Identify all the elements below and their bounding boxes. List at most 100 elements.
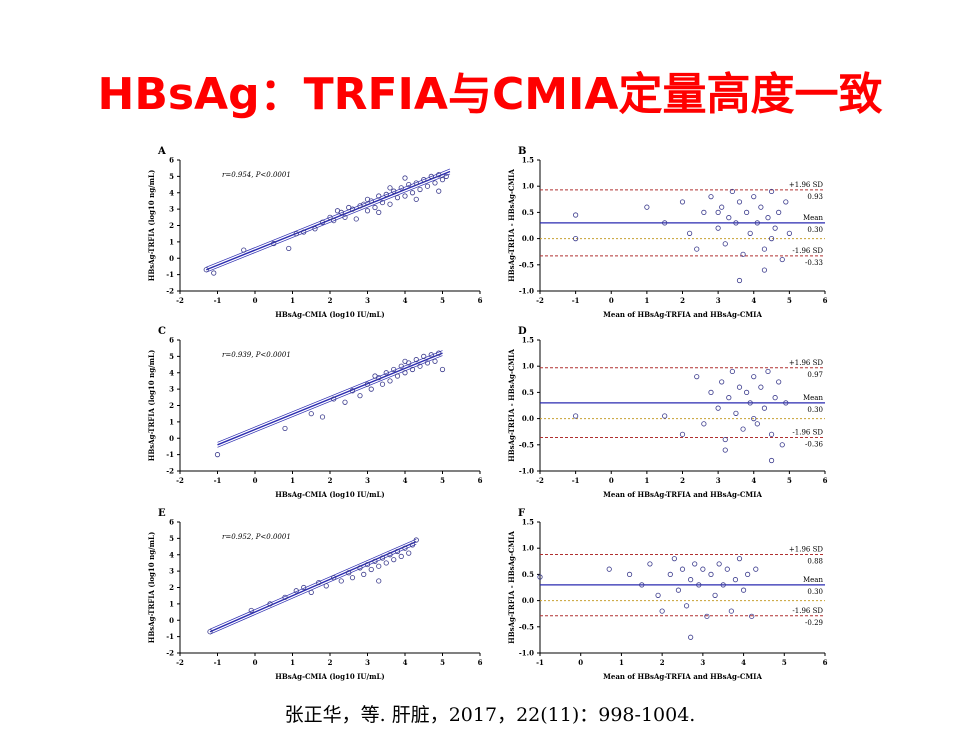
data-point [715, 405, 721, 411]
y-tick-label: -1.0 [519, 467, 534, 476]
data-point [736, 277, 743, 284]
data-point [436, 188, 442, 194]
data-point [387, 378, 393, 384]
y-tick-label: 4 [169, 550, 174, 559]
confidence-band-lower [217, 355, 443, 448]
x-tick-label: -2 [536, 476, 544, 485]
y-tick-label: 4 [169, 368, 174, 377]
lower-limit-label: -1.96 SD [792, 607, 823, 615]
upper-limit-label: +1.96 SD [789, 545, 823, 553]
data-point [364, 561, 371, 568]
x-tick-label: 5 [440, 476, 445, 485]
x-tick-label: -1 [536, 658, 544, 667]
data-point [744, 209, 750, 216]
data-point [406, 550, 412, 556]
data-point [394, 195, 401, 201]
data-point [662, 413, 668, 419]
upper-limit-value: 0.88 [807, 557, 823, 565]
y-tick-label: 5 [169, 352, 174, 361]
data-point [214, 452, 221, 458]
x-axis-label: HBsAg-CMIA (log10 IU/mL) [275, 672, 384, 681]
data-point [733, 220, 739, 226]
y-tick-label: 4 [169, 188, 174, 197]
panel-letter: E [158, 508, 166, 519]
data-point [398, 185, 404, 191]
x-tick-label: -1 [214, 296, 222, 305]
data-point [293, 231, 299, 237]
panel-letter: B [518, 146, 526, 157]
data-point [765, 215, 771, 221]
data-point [379, 555, 386, 561]
x-tick-label: 5 [782, 658, 787, 667]
data-point [346, 204, 352, 211]
x-tick-label: 2 [680, 476, 685, 485]
x-tick-label: 4 [751, 476, 756, 485]
data-point [417, 363, 423, 369]
data-point [331, 396, 337, 402]
mean-value: 0.30 [807, 226, 823, 234]
data-point [726, 215, 732, 221]
data-point [241, 247, 247, 253]
panel-letter: F [518, 508, 525, 519]
data-point [379, 381, 386, 387]
data-point [207, 629, 213, 635]
data-point [776, 379, 782, 385]
data-point [368, 386, 374, 392]
data-point [772, 225, 778, 231]
x-tick-label: 6 [478, 658, 483, 667]
y-tick-label: -2 [166, 287, 174, 296]
x-tick-label: -2 [536, 296, 544, 305]
data-point [647, 561, 653, 567]
data-point [704, 613, 710, 619]
y-tick-label: 0.0 [522, 414, 534, 423]
data-point [383, 191, 389, 197]
data-point [754, 220, 760, 226]
regression-line [217, 352, 443, 446]
data-point [606, 566, 612, 572]
x-tick-label: 3 [716, 296, 721, 305]
data-point [768, 457, 775, 464]
data-point [786, 230, 792, 236]
data-point [644, 204, 650, 210]
data-point [413, 180, 419, 186]
data-point [694, 374, 700, 380]
data-point [409, 366, 416, 373]
data-point [719, 379, 725, 385]
data-point [402, 370, 408, 376]
data-point [740, 251, 746, 257]
data-point [376, 578, 382, 584]
data-point [301, 584, 307, 591]
data-point [394, 548, 401, 555]
x-axis-label: HBsAg-CMIA (log10 IU/mL) [275, 310, 384, 319]
data-point [749, 613, 755, 619]
y-tick-label: 0 [169, 254, 174, 263]
data-point [424, 360, 431, 366]
data-point [394, 373, 401, 379]
confidence-band-upper [217, 350, 443, 443]
panel-d: D -2 -1 0 1 2 3 4 5 6 1.5 1.0 0.5 0.0 -0.5 -1.0 Mean of … [507, 326, 828, 499]
x-tick-label: 6 [478, 476, 483, 485]
data-point [301, 229, 307, 235]
data-point [696, 582, 702, 588]
data-point [761, 246, 768, 252]
data-point [271, 240, 277, 247]
y-tick-label: 2 [169, 583, 174, 592]
data-point [779, 442, 785, 448]
data-point [700, 566, 706, 572]
x-tick-label: 1 [290, 658, 295, 667]
data-point [286, 245, 292, 252]
panel-e: E -2 -1 0 1 2 3 4 5 6 6 5 4 3 2 1 0 -1 -2 HBsAg-CMIA (log10… [147, 508, 483, 681]
x-axis-label: Mean of HBsAg-TRFIA and HBsAg-CMIA [603, 310, 762, 319]
data-point [719, 204, 725, 210]
data-point [357, 393, 363, 399]
data-point [439, 177, 446, 183]
x-tick-label: 6 [823, 296, 828, 305]
data-point [402, 175, 408, 181]
confidence-band-lower [206, 173, 451, 273]
data-point [387, 201, 393, 207]
data-point [331, 217, 337, 224]
data-point [368, 566, 374, 573]
x-tick-label: 5 [787, 476, 792, 485]
data-point [662, 220, 668, 226]
y-axis-label: HBsAg-TRFIA (log10 ng/mL) [147, 350, 156, 462]
